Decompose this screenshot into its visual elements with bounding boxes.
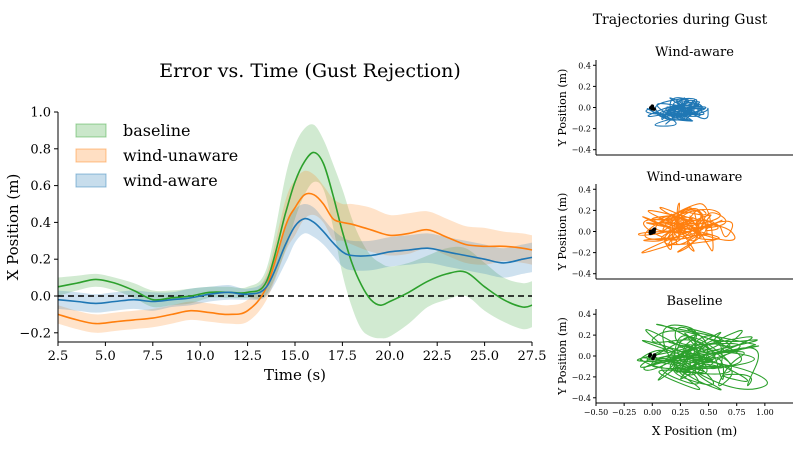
- start-marker: [651, 229, 655, 233]
- panel-y-tick-label: −0.4: [572, 394, 591, 403]
- legend-swatch-wind-aware: [76, 174, 106, 187]
- legend-swatch-wind-unaware: [76, 149, 106, 162]
- x-tick-label: 17.5: [328, 349, 357, 364]
- panel-x-tick-label: 0.25: [672, 408, 690, 417]
- legend: baseline wind-unaware wind-aware: [76, 121, 238, 190]
- y-tick-label: 0.6: [30, 179, 51, 194]
- panel-wind-aware: Wind-aware −0.4 −0.2 0.0 0.2 0.4 Y Position (m…: [556, 45, 793, 155]
- y-tick-label: 1.0: [30, 106, 51, 121]
- start-marker: [648, 354, 652, 358]
- y-tick-label: −0.2: [19, 326, 51, 341]
- panel-y-tick-label: −0.2: [572, 249, 591, 258]
- start-marker: [653, 354, 657, 358]
- panel-y-tick-label: 0.0: [578, 228, 591, 237]
- x-tick-label: 5.0: [95, 349, 116, 364]
- x-tick-label: 27.5: [518, 349, 547, 364]
- panel-x-tick-label: −0.25: [612, 408, 637, 417]
- panel-wind-unaware: Wind-unaware −0.4 −0.2 0.0 0.2 0.4 Y Position …: [556, 170, 793, 279]
- x-tick-label: 15.0: [281, 349, 310, 364]
- panel-y-tick-label: 0.4: [578, 185, 591, 194]
- panel-y-tick-label: −0.4: [572, 146, 591, 155]
- legend-label-baseline: baseline: [123, 121, 190, 140]
- trajectory-wind-unaware: [638, 203, 734, 253]
- trajectory-baseline: [637, 324, 767, 390]
- trajectories-title: Trajectories during Gust: [593, 12, 768, 28]
- x-tick-label: 2.5: [48, 349, 69, 364]
- x-tick-label: 20.0: [375, 349, 404, 364]
- y-tick-label: 0.8: [30, 142, 51, 157]
- panel-title: Wind-aware: [655, 45, 734, 60]
- x-tick-label: 22.5: [423, 349, 452, 364]
- panel-title: Baseline: [666, 294, 722, 309]
- legend-swatch-baseline: [76, 124, 106, 137]
- x-ticks: 2.5 5.0 7.5 10.0 12.5 15.0 17.5 20.0 22.5 25.0 27.…: [48, 342, 547, 364]
- panel-y-tick-label: 0.4: [578, 61, 591, 70]
- legend-label-wind-aware: wind-aware: [123, 171, 218, 190]
- panel-x-tick-label: 0.75: [728, 408, 746, 417]
- legend-label-wind-unaware: wind-unaware: [123, 146, 238, 165]
- panel-y-tick-label: −0.4: [572, 270, 591, 279]
- panel-x-tick-label: 1.00: [756, 408, 774, 417]
- panel-y-axis-label: Y Position (m): [556, 317, 569, 396]
- panel-y-tick-label: 0.2: [578, 206, 591, 215]
- panel-y-tick-label: 0.0: [578, 104, 591, 113]
- panel-y-axis-label: Y Position (m): [556, 193, 569, 272]
- panel-y-tick-label: 0.4: [578, 310, 591, 319]
- panel-y-axis-label: Y Position (m): [556, 69, 569, 148]
- x-tick-label: 10.0: [186, 349, 215, 364]
- start-marker: [650, 104, 654, 108]
- panel-y-tick-label: −0.2: [572, 373, 591, 382]
- x-tick-label: 25.0: [470, 349, 499, 364]
- panel-y-tick-label: 0.2: [578, 82, 591, 91]
- trajectory-wind-aware: [646, 98, 708, 126]
- panel-x-tick-label: 0.00: [643, 408, 661, 417]
- panel-baseline: Baseline −0.4 −0.2 0.0 0.2 0.4 Y Position (m) −…: [556, 294, 793, 438]
- y-axis-label: X Position (m): [4, 174, 22, 281]
- main-chart-title: Error vs. Time (Gust Rejection): [159, 60, 461, 82]
- y-tick-label: 0.2: [30, 253, 51, 268]
- panel-title: Wind-unaware: [647, 170, 743, 185]
- x-tick-label: 12.5: [233, 349, 262, 364]
- panel-x-tick-label: 0.50: [700, 408, 718, 417]
- y-tick-label: 0.0: [30, 290, 51, 305]
- panel-y-tick-label: 0.0: [578, 352, 591, 361]
- y-tick-label: 0.4: [30, 216, 51, 231]
- panel-x-tick-label: −0.50: [584, 408, 609, 417]
- main-chart: Error vs. Time (Gust Rejection) 2.5 5.0 7.…: [4, 60, 546, 384]
- y-ticks: −0.2 0.0 0.2 0.4 0.6 0.8 1.0: [19, 106, 58, 342]
- trajectory-panels: Wind-aware −0.4 −0.2 0.0 0.2 0.4 Y Position (m…: [556, 45, 793, 438]
- panel-x-axis-label: X Position (m): [652, 424, 737, 438]
- panel-y-tick-label: 0.2: [578, 331, 591, 340]
- x-axis-label: Time (s): [264, 366, 326, 384]
- x-tick-label: 7.5: [142, 349, 163, 364]
- panel-y-tick-label: −0.2: [572, 125, 591, 134]
